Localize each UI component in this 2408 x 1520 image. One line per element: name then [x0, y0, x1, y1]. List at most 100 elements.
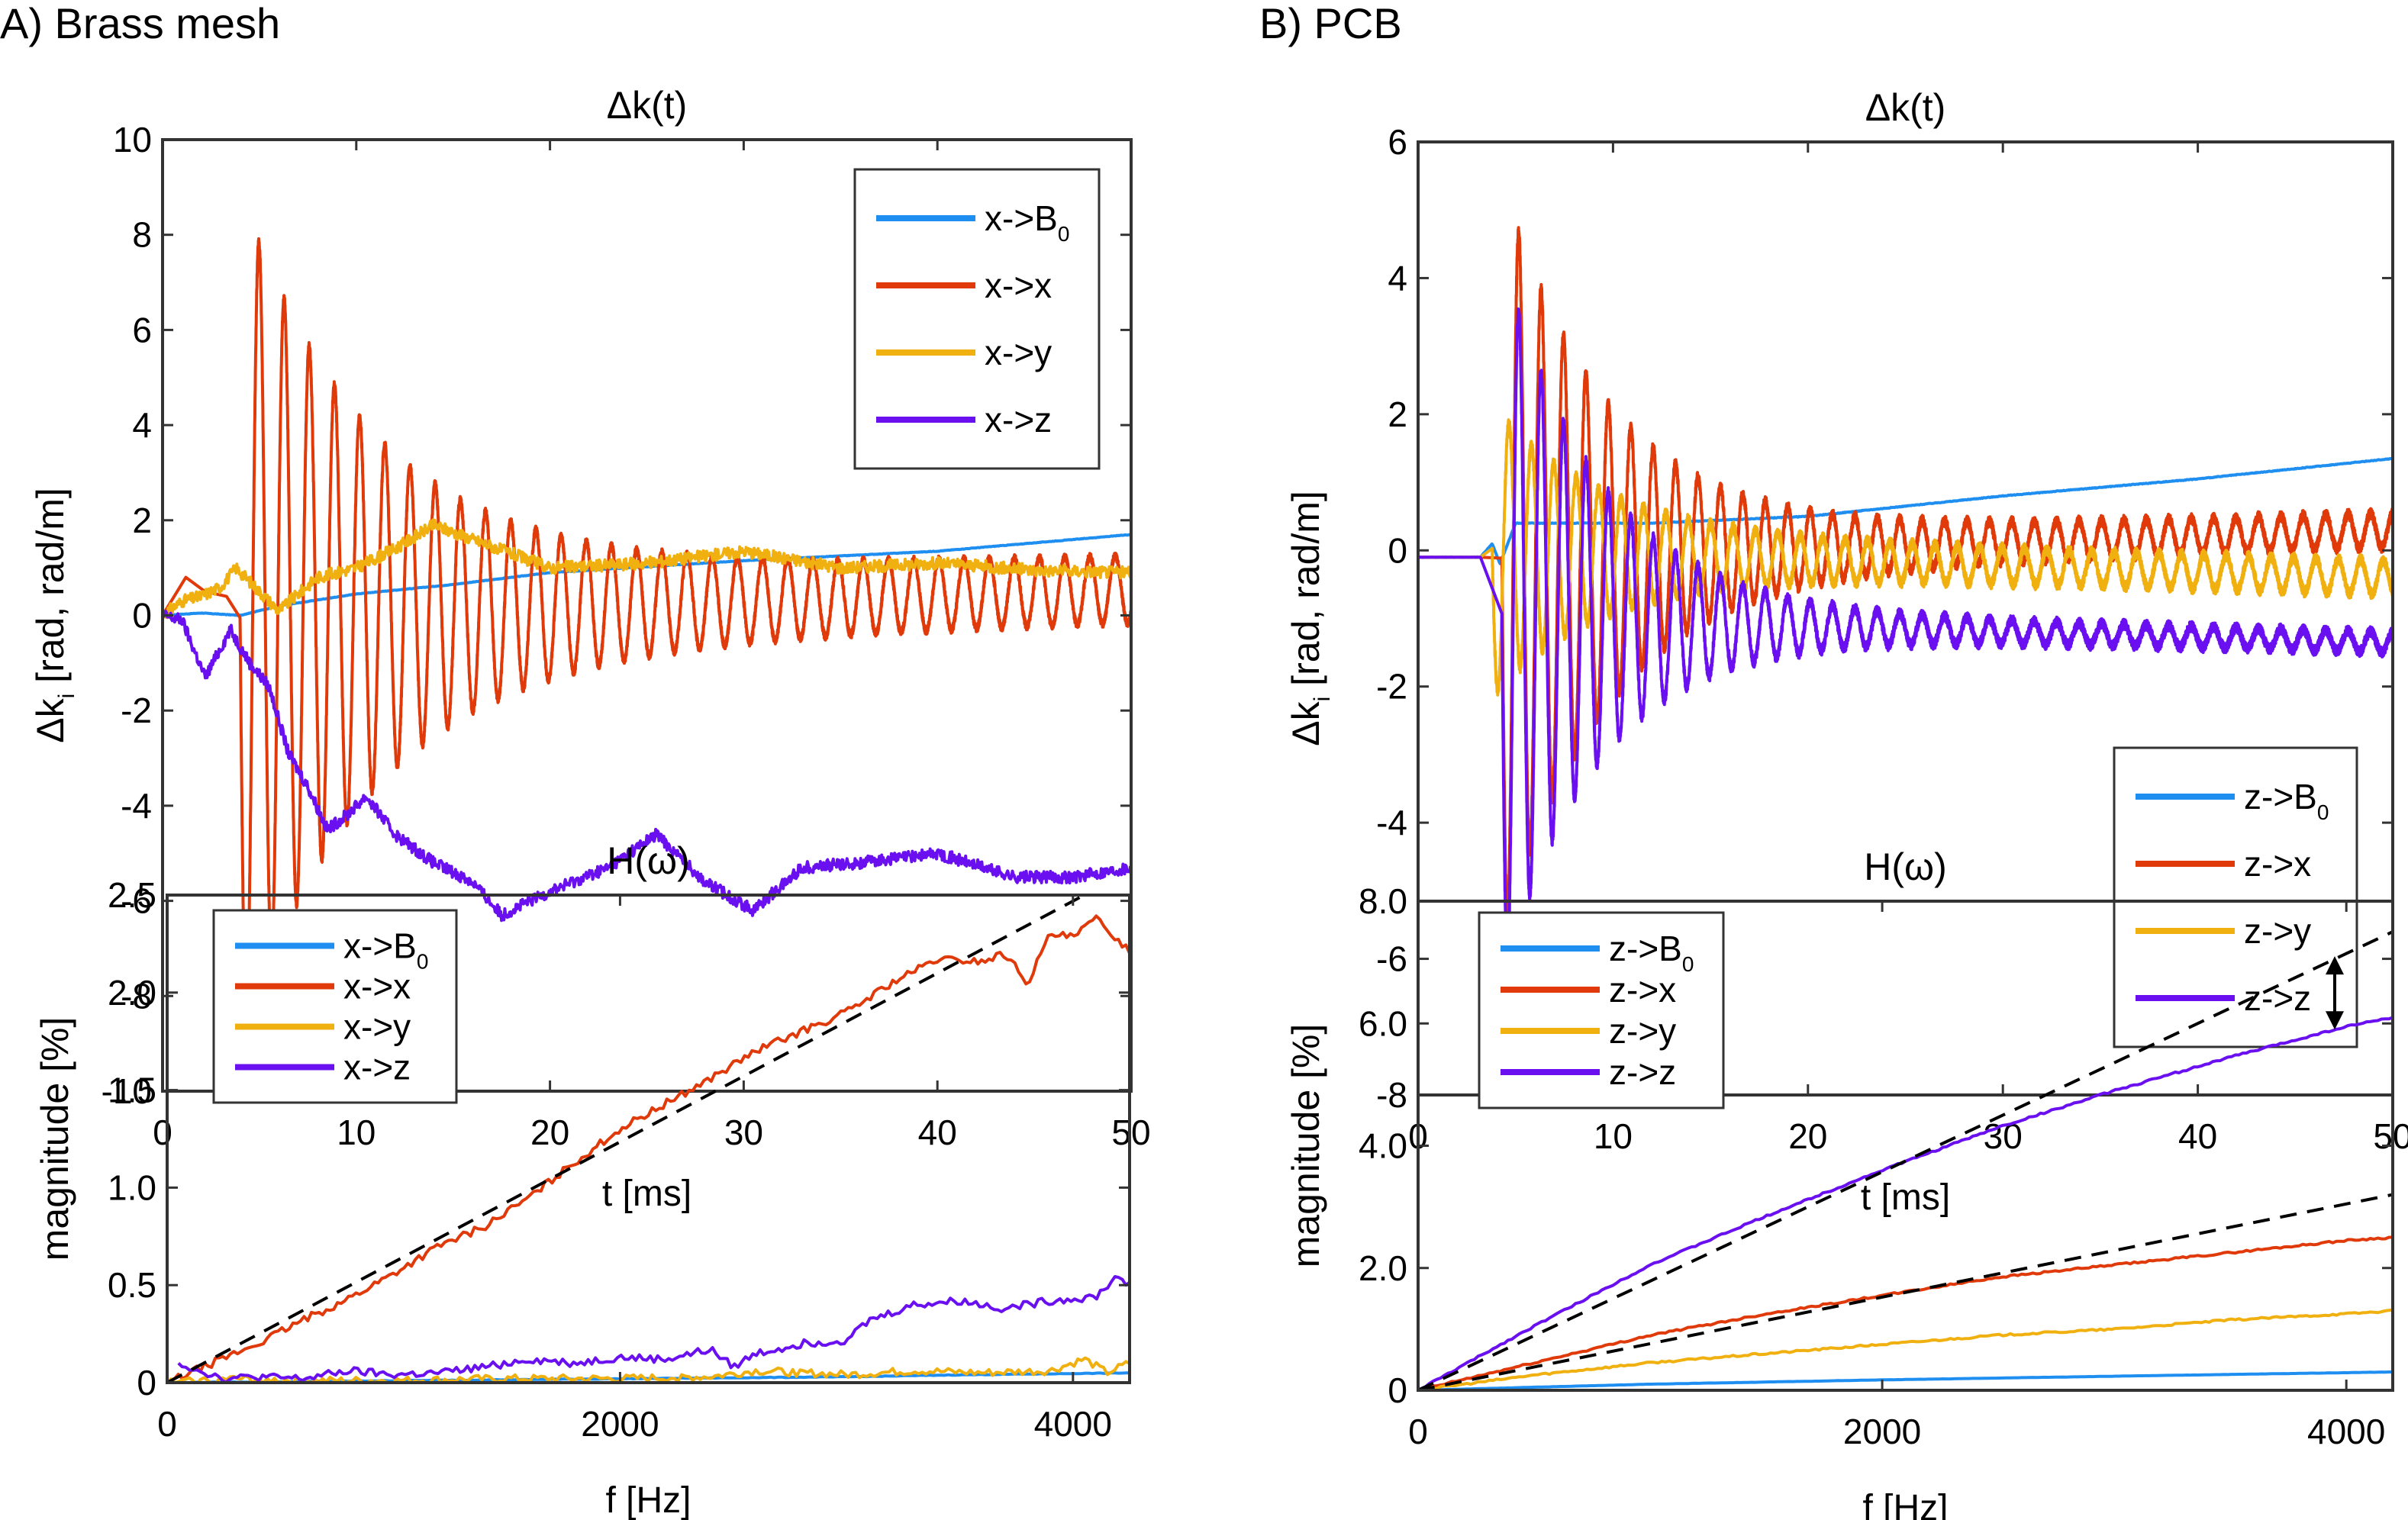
- y-tick-label: 4: [132, 405, 152, 445]
- x-tick-label: 4000: [1034, 1404, 1112, 1444]
- y-tick-label: -2: [1376, 667, 1407, 707]
- legend-label-x: x->x: [343, 967, 411, 1006]
- legend-label-z: z->z: [1609, 1052, 1676, 1092]
- y-tick-label: 10: [113, 120, 152, 159]
- chart-B-bottom: H(ω) f [Hz] magnitude [%] 0 2000 4000 0 2.0 4.0 6…: [1285, 845, 2394, 1520]
- y-tick-label: 2: [1388, 394, 1407, 434]
- legend-label-z: x->z: [985, 400, 1052, 440]
- x-tick-label: 30: [724, 1113, 763, 1152]
- legend-label-x: z->x: [1609, 970, 1676, 1010]
- y-tick-label: 0: [132, 596, 152, 636]
- chart-A-bottom: H(ω) f [Hz] magnitude [%] 0 2000 4000 0 0.5 1.0 1…: [34, 839, 1131, 1520]
- chart-B-top: Δk(t)t [ms]Δki [rad, rad/m]0 10 20 30 40 50-8…: [1285, 86, 2408, 1218]
- y-axis-label: magnitude [%]: [1285, 1024, 1327, 1268]
- legend: z->B0z->xz->yz->z: [2113, 746, 2358, 1048]
- fit-line-dashed: [1418, 1193, 2393, 1390]
- legend-label-y: x->y: [343, 1007, 411, 1047]
- axes-frame: [161, 138, 1133, 1093]
- plot-area: [1418, 226, 2393, 966]
- legend: z->B0z->xz->yz->z: [1478, 911, 1725, 1109]
- x-tick-label: 40: [2178, 1116, 2217, 1156]
- y-axis-label: magnitude [%]: [34, 1017, 76, 1261]
- x-tick-label: 0: [157, 1404, 177, 1444]
- legend-frame: [1478, 911, 1725, 1109]
- legend-label-B0: z->B0: [1609, 929, 1694, 976]
- series-line-y: [1418, 418, 2393, 697]
- legend-frame: [212, 909, 458, 1104]
- chart-title: Δk(t): [1865, 86, 1946, 129]
- y-tick-label: 0.5: [108, 1265, 156, 1305]
- legend-label-y: z->y: [1609, 1011, 1676, 1051]
- fit-line-dashed: [167, 895, 1085, 1383]
- y-tick-label: 0: [137, 1363, 156, 1402]
- annotation-arrow-head-down: [2325, 1011, 2344, 1030]
- series-line-z: [177, 1275, 1130, 1383]
- y-tick-label: -10: [102, 1071, 152, 1111]
- y-axis-label: Δki [rad, rad/m]: [29, 488, 79, 743]
- series-line-y: [163, 518, 1131, 620]
- y-tick-label: 4.0: [1359, 1126, 1407, 1166]
- y-tick-label: -6: [121, 881, 152, 921]
- y-tick-label: 8.0: [1359, 881, 1407, 921]
- chart-title: H(ω): [607, 839, 689, 882]
- y-tick-label: 2.5: [108, 875, 156, 915]
- x-axis-label: f [Hz]: [1862, 1488, 1948, 1520]
- axes-frame: [166, 894, 1131, 1384]
- x-axis-label: t [ms]: [1861, 1177, 1950, 1218]
- legend-frame: [2113, 746, 2358, 1048]
- y-tick-label: 8: [132, 215, 152, 255]
- legend-label-z: x->z: [343, 1048, 411, 1087]
- y-tick-label: 2.0: [1359, 1248, 1407, 1288]
- x-axis-label: f [Hz]: [605, 1480, 691, 1520]
- series-line-x: [167, 914, 1130, 1383]
- y-axis-label: Δki [rad, rad/m]: [1285, 491, 1335, 746]
- axes-frame: [1417, 900, 2394, 1392]
- x-tick-label: 2000: [581, 1404, 659, 1444]
- series-line-y: [1418, 1308, 2393, 1390]
- x-tick-label: 20: [1788, 1116, 1827, 1156]
- x-tick-label: 2000: [1843, 1412, 1921, 1451]
- annotation-arrow-head-up: [2325, 956, 2344, 975]
- legend-label-x: x->x: [985, 266, 1052, 305]
- y-tick-label: 0: [1388, 530, 1407, 570]
- legend-label-B0: z->B0: [2244, 777, 2329, 824]
- y-tick-label: -6: [1376, 939, 1407, 979]
- x-tick-label: 20: [530, 1113, 569, 1152]
- legend-label-y: x->y: [985, 333, 1052, 372]
- series-line-B0: [1418, 1370, 2393, 1390]
- x-tick-label: 10: [337, 1113, 376, 1152]
- series-line-z: [163, 610, 1131, 923]
- y-tick-label: 0: [1388, 1370, 1407, 1410]
- y-tick-label: 6.0: [1359, 1003, 1407, 1043]
- x-tick-label: 0: [153, 1113, 172, 1152]
- y-tick-label: -4: [121, 786, 152, 826]
- y-tick-label: -2: [121, 691, 152, 730]
- x-axis-label: t [ms]: [602, 1174, 691, 1214]
- y-tick-label: -8: [1376, 1075, 1407, 1115]
- y-tick-label: 6: [1388, 122, 1407, 162]
- chart-title: Δk(t): [607, 84, 688, 127]
- legend-frame: [853, 168, 1101, 470]
- panel-label-b: B) PCB: [1259, 0, 1402, 47]
- y-tick-label: 6: [132, 310, 152, 349]
- legend-label-B0: x->B0: [343, 926, 428, 974]
- panel-label-a: A) Brass mesh: [0, 0, 280, 47]
- y-tick-label: 4: [1388, 258, 1407, 298]
- x-tick-label: 50: [2373, 1116, 2408, 1156]
- series-line-z: [1418, 307, 2393, 966]
- legend: x->B0x->xx->yx->z: [212, 909, 458, 1104]
- x-tick-label: 0: [1408, 1412, 1428, 1451]
- y-tick-label: 2.0: [108, 973, 156, 1013]
- y-tick-label: 2: [132, 501, 152, 540]
- y-tick-label: -8: [121, 976, 152, 1016]
- y-tick-label: 1.5: [108, 1071, 156, 1110]
- axes-frame: [1417, 140, 2394, 1097]
- legend-label-y: z->y: [2244, 911, 2311, 951]
- legend: x->B0x->xx->yx->z: [853, 168, 1101, 470]
- legend-label-x: z->x: [2244, 844, 2311, 884]
- plot-area: [163, 237, 1131, 1025]
- x-tick-label: 10: [1594, 1116, 1633, 1156]
- y-tick-label: -4: [1376, 803, 1407, 842]
